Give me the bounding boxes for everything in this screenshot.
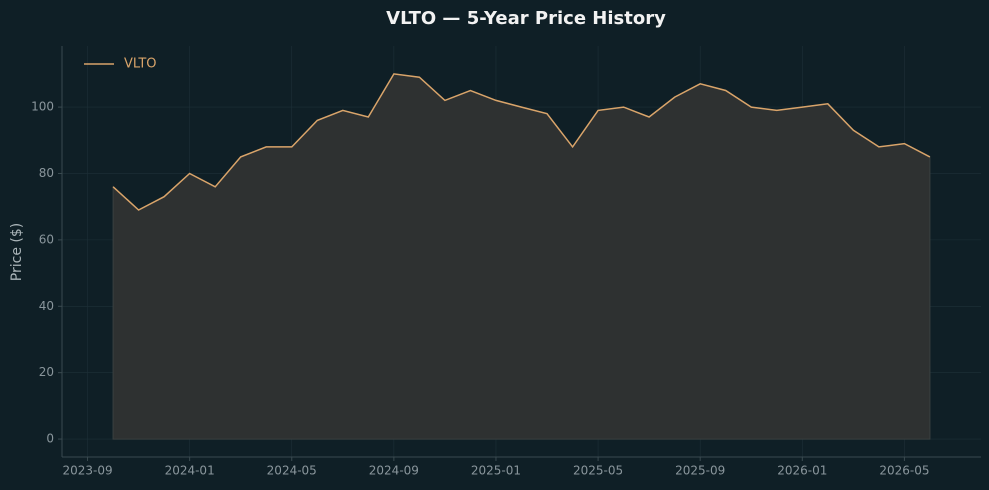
line — [112, 73, 931, 211]
x-tick-label: 2024-09 — [369, 464, 419, 478]
y-tick-label: 80 — [39, 166, 54, 180]
y-tick-label: 100 — [31, 100, 54, 114]
area — [112, 73, 931, 440]
x-tick-label: 2024-05 — [267, 464, 317, 478]
y-tick-label: 60 — [39, 232, 54, 246]
x-tick-label: 2026-05 — [879, 464, 929, 478]
y-tick-label: 20 — [39, 365, 54, 379]
x-tick-label: 2025-05 — [573, 464, 623, 478]
chart-title: VLTO — 5-Year Price History — [386, 8, 666, 29]
x-tick-label: 2023-09 — [62, 464, 112, 478]
y-tick-label: 0 — [46, 432, 54, 446]
y-tick-label: 40 — [39, 299, 54, 313]
y-axis-label: Price ($) — [9, 223, 25, 281]
x-tick-label: 2024-01 — [165, 464, 215, 478]
x-tick-label: 2026-01 — [777, 464, 827, 478]
x-tick-label: 2025-09 — [675, 464, 725, 478]
x-tick-label: 2025-01 — [471, 464, 521, 478]
legend-label: VLTO — [124, 57, 157, 72]
